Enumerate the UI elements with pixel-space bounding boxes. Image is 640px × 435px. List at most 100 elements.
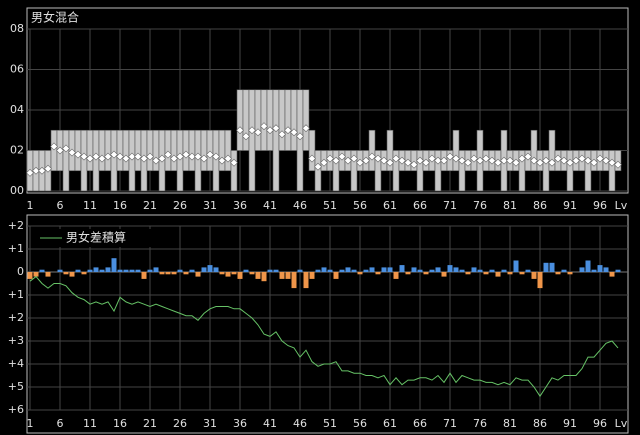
range-bar	[218, 129, 226, 172]
x-tick-label: 46	[293, 199, 307, 212]
diff-bar	[123, 269, 129, 272]
y-tick-label: +6	[8, 403, 24, 416]
avg-marker	[158, 154, 166, 163]
avg-marker	[398, 156, 406, 165]
range-bar	[314, 150, 322, 192]
diff-bar	[597, 265, 603, 272]
avg-marker	[236, 126, 244, 135]
avg-marker	[368, 152, 376, 161]
diff-bar	[333, 272, 339, 279]
avg-marker	[224, 154, 232, 163]
diff-bar	[429, 269, 435, 272]
avg-marker	[608, 158, 616, 167]
range-bar	[194, 129, 202, 192]
diff-bar	[195, 272, 201, 277]
diff-bar	[207, 265, 213, 272]
diff-bar	[417, 269, 423, 272]
diff-bar	[369, 267, 375, 272]
diff-bar	[579, 267, 585, 272]
diff-bar	[135, 269, 141, 272]
diff-bar	[519, 272, 525, 275]
x-tick-label: 36	[233, 199, 247, 212]
diff-bar	[201, 267, 207, 272]
diff-bar	[117, 269, 123, 272]
avg-marker	[488, 156, 496, 165]
x-tick-label: 41	[263, 199, 277, 212]
x-tick-label: 6	[57, 199, 64, 212]
avg-marker	[464, 158, 472, 167]
diff-bar	[213, 267, 219, 272]
x-tick-label: 81	[503, 199, 517, 212]
avg-marker	[338, 152, 346, 161]
diff-bar	[279, 272, 285, 279]
avg-marker	[554, 154, 562, 163]
x-tick-label: 41	[263, 417, 277, 430]
diff-bar	[87, 269, 93, 272]
diff-bar	[513, 260, 519, 272]
x-tick-label: 51	[323, 417, 337, 430]
avg-marker	[254, 128, 262, 137]
avg-marker	[566, 158, 574, 167]
diff-bar	[309, 272, 315, 279]
range-bar	[62, 129, 70, 192]
range-bar	[116, 129, 124, 172]
avg-marker	[404, 158, 412, 167]
range-bar	[368, 129, 376, 172]
diff-bar	[381, 267, 387, 272]
diff-bar	[285, 272, 291, 279]
diff-bar	[591, 269, 597, 272]
range-bar	[170, 129, 178, 172]
x-tick-label: 11	[83, 417, 97, 430]
x-tick-label: 81	[503, 417, 517, 430]
diff-bar	[243, 269, 249, 272]
x-tick-label: 36	[233, 417, 247, 430]
y-tick-label: 0	[17, 265, 24, 278]
avg-marker	[302, 124, 310, 133]
range-bar	[122, 129, 130, 172]
diff-bar	[495, 272, 501, 277]
avg-marker	[482, 154, 490, 163]
range-bar	[146, 129, 154, 172]
title-bg	[28, 9, 86, 27]
diff-bar	[75, 269, 81, 272]
diff-bar	[129, 269, 135, 272]
y-tick-label: +3	[8, 334, 24, 347]
diff-bar	[483, 272, 489, 275]
bottom-frame	[26, 214, 629, 434]
diff-bar	[39, 269, 45, 272]
avg-marker	[512, 158, 520, 167]
avg-marker	[518, 154, 526, 163]
diff-bar	[393, 272, 399, 279]
avg-marker	[440, 156, 448, 165]
avg-marker	[326, 154, 334, 163]
diff-bar	[321, 267, 327, 272]
range-bar	[110, 129, 118, 192]
avg-marker	[458, 156, 466, 165]
avg-marker	[200, 154, 208, 163]
x-tick-label: 31	[203, 199, 217, 212]
avg-marker	[308, 154, 316, 163]
diff-bar	[453, 267, 459, 272]
range-bar	[458, 150, 466, 192]
diff-bar	[297, 269, 303, 272]
diff-bar	[57, 269, 63, 272]
avg-marker	[98, 154, 106, 163]
range-bar	[200, 129, 208, 172]
range-bar	[74, 129, 82, 172]
x-tick-label: 26	[173, 417, 187, 430]
diff-bar	[567, 272, 573, 275]
x-tick-label: 61	[383, 199, 397, 212]
diff-bar	[267, 269, 273, 272]
avg-marker	[314, 162, 322, 171]
avg-marker	[578, 154, 586, 163]
x-tick-label: 56	[353, 199, 367, 212]
diff-bar	[273, 269, 279, 272]
avg-marker	[50, 142, 58, 151]
avg-marker	[176, 152, 184, 161]
range-bar	[188, 129, 196, 172]
diff-bar	[531, 272, 537, 279]
avg-marker	[56, 146, 64, 155]
diff-bar	[237, 272, 243, 279]
avg-marker	[524, 152, 532, 161]
